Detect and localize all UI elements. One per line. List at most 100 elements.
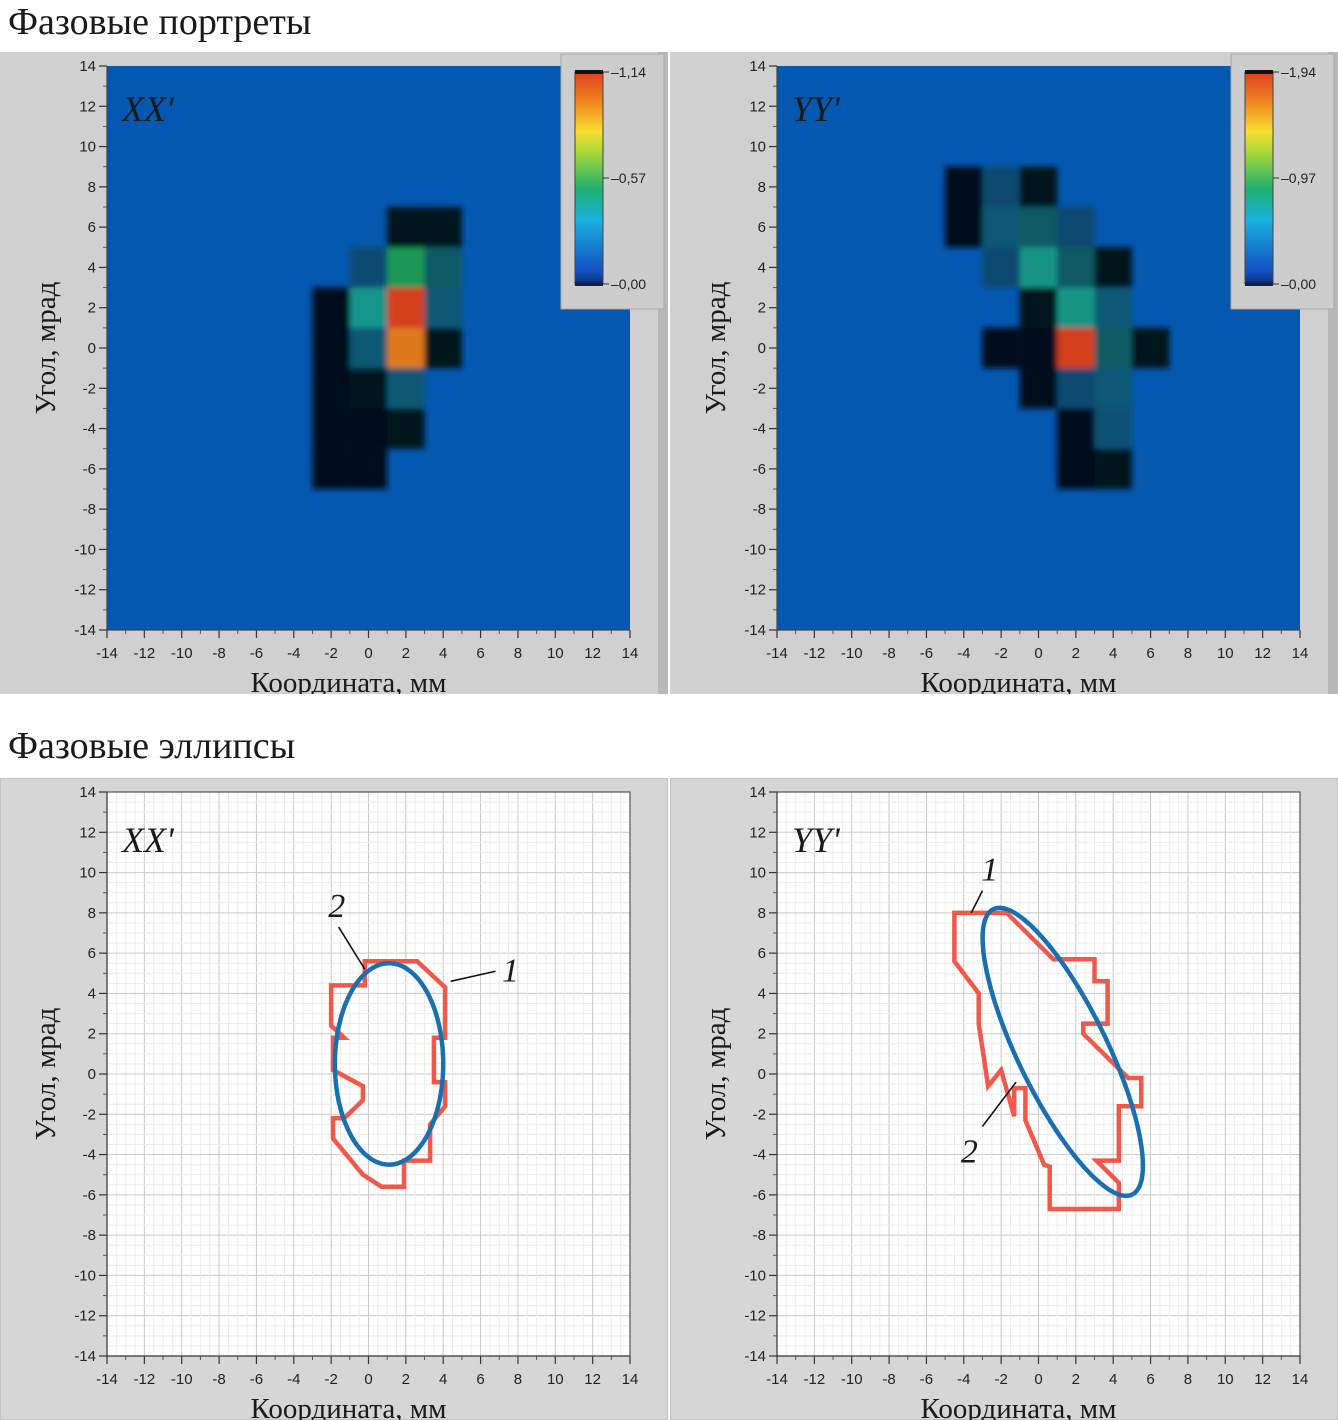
y-tick-label: 14 [749,784,766,801]
y-tick-label: -2 [753,380,766,397]
heatmap-cell [1094,287,1132,328]
x-tick-label: 14 [1292,645,1309,662]
y-tick-label: -4 [83,1147,96,1164]
x-tick-label: 8 [1184,645,1192,662]
y-tick-label: 4 [88,985,96,1002]
x-tick-label: -4 [957,645,970,662]
x-tick-label: 6 [1146,1371,1154,1388]
y-tick-label: 2 [758,300,766,317]
x-tick-label: 4 [1109,1371,1117,1388]
x-tick-label: -2 [324,645,337,662]
x-tick-label: 14 [622,645,639,662]
colorbar-tick-label: –0,00 [611,276,646,292]
heatmap-cell [1094,448,1132,489]
y-tick-label: 2 [758,1026,766,1043]
heatmap-cell [424,207,462,248]
curve-label-2: 2 [328,888,345,925]
heatmap-cell [982,327,1020,369]
y-tick-label: 4 [88,259,96,276]
x-tick-label: -14 [96,645,118,662]
x-tick-label: -4 [287,645,300,662]
y-tick-label: -6 [753,461,766,478]
x-tick-label: 4 [1109,645,1117,662]
colorbar-gradient [1244,71,1274,285]
heatmap-cell [1131,327,1170,369]
x-tick-label: -10 [171,1371,193,1388]
y-tick-label: 12 [79,824,96,841]
y-axis-title: Угол, мрад [30,1007,62,1140]
boundary-curve-1 [328,958,448,1190]
ellipse-curve-2 [980,905,1146,1199]
portrait-svg: –1,14–0,57–0,00-14-14-12-12-10-10-8-8-6-… [0,52,668,694]
y-tick-label: 12 [749,824,766,841]
axes: -14-14 -12 -12 -10 -10 -8 -8 -6 -6 -4 -4 -2 -2 0 0 2 2 4 4… [744,58,1308,662]
y-tick-label: -12 [744,582,766,599]
heatmap-cell [424,247,462,288]
y-tick-label: -4 [753,1147,766,1164]
y-tick-label: 0 [88,340,96,357]
y-tick-label: 6 [758,945,766,962]
colorbar-tick-label: –0,57 [611,170,646,186]
y-tick-label: -2 [83,380,96,397]
x-tick-label: -14 [766,1371,788,1388]
y-tick-label: -14 [744,622,766,639]
heatmap-cell [424,287,462,328]
phase-portrait-xx-panel: –1,14 –0,57 –0,00 -14 -14 -12 -12 -10 -10 -8 -8 -6-… [0,52,668,694]
y-tick-label: 10 [749,139,766,156]
colorbar-top-marker [1245,70,1273,74]
colorbar-bottom-marker [1245,282,1273,286]
x-tick-label: 4 [439,645,447,662]
colorbar-tick-label: –1,14 [611,64,646,80]
y-tick-label: -6 [83,461,96,478]
ellipse-curve-2 [332,960,446,1167]
x-tick-label: -6 [920,645,933,662]
y-tick-label: 4 [758,985,766,1002]
x-tick-label: -10 [841,645,863,662]
y-tick-label: -8 [83,1227,96,1244]
y-tick-label: 8 [88,905,96,922]
phase-ellipse-xx-panel: -14 -14 -12 -12 -10 -10 -8 -8 -6 -6 -4 -4 -2 -2 0 0 2 2 4 4… [0,778,668,1420]
colorbar-bottom-marker [575,282,603,286]
x-axis-title: Координата, мм [920,667,1116,694]
x-tick-label: 10 [1217,645,1234,662]
heatmap-cell [387,207,425,248]
heatmap-cell [424,327,462,369]
x-axis-title: Координата, мм [250,667,446,694]
heatmap-cell [312,368,350,409]
curve-leader-line [970,890,984,914]
x-tick-label: -14 [96,1371,118,1388]
heatmap-cell [982,207,1020,248]
heatmap-cell [349,408,388,449]
heatmap-cell [1057,408,1095,449]
heatmap-cells [945,166,1170,489]
x-tick-label: 8 [1184,1371,1192,1388]
y-tick-label: 14 [79,58,96,75]
x-tick-label: -10 [171,645,193,662]
heatmap-cell [1057,368,1095,409]
y-tick-label: 0 [88,1066,96,1083]
y-tick-label: 10 [749,865,766,882]
plot-label: YY' [792,820,841,860]
y-tick-label: -10 [74,541,96,558]
boundary-curve-1 [952,910,1144,1212]
heatmap-cell [1019,327,1058,369]
ellipse-svg: -14-14 -12 -12 -10 -10 -8 -8 -6 -6 -4 -4 -2 -2 0 0 2 2 4 4… [670,778,1338,1420]
heatmap-cell [387,327,425,369]
axes: -14-14 -12 -12 -10 -10 -8 -8 -6 -6 -4 -4 -2 -2 0 0 2 2 4 4… [744,784,1308,1388]
curve-label-1: 1 [981,852,998,889]
heatmap-cell [1057,327,1095,369]
plot-label: XX' [120,89,175,129]
heatmap-cell [1019,207,1058,248]
colorbar-gradient [574,71,604,285]
heatmap-cell [945,166,983,207]
x-tick-label: 0 [1034,645,1042,662]
y-tick-label: 0 [758,340,766,357]
x-tick-label: 2 [1072,645,1080,662]
x-tick-label: -2 [994,1371,1007,1388]
heatmap-cell [1057,207,1095,248]
x-tick-label: -12 [134,645,156,662]
axes: -14-14 -12 -12 -10 -10 -8 -8 -6 -6 -4 -4 -2 -2 0 0 2 2 4 4… [74,58,638,662]
colorbar-tick-label: –0,00 [1281,276,1316,292]
x-tick-label: 12 [584,1371,601,1388]
y-tick-label: -4 [753,421,766,438]
